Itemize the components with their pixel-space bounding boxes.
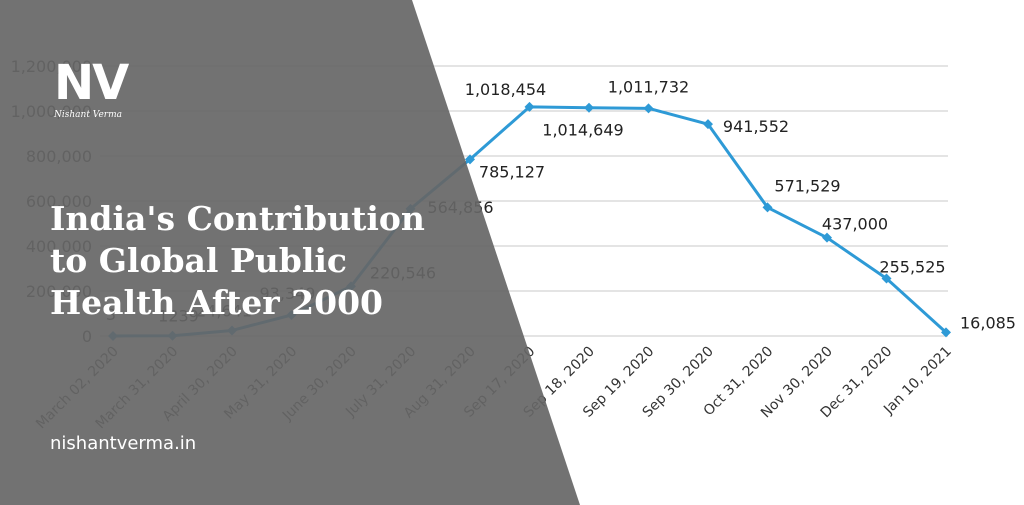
logo-mark: NV	[54, 55, 129, 111]
title-line-2: to Global Public	[50, 241, 347, 280]
title-line-3: Health After 2000	[50, 283, 383, 322]
logo-name: Nishant Verma	[54, 110, 123, 120]
data-point	[762, 202, 773, 213]
data-label: 1,014,649	[542, 121, 623, 140]
data-label: 941,552	[723, 117, 789, 136]
data-label: 437,000	[822, 215, 888, 234]
page-title: India's Contribution to Global Public He…	[50, 198, 470, 324]
data-label: 571,529	[774, 176, 840, 195]
data-label: 1,011,732	[608, 77, 689, 96]
website-link[interactable]: nishantverma.in	[50, 433, 197, 454]
title-line-1: India's Contribution	[50, 199, 425, 238]
data-point	[524, 101, 535, 112]
data-label: 255,525	[879, 258, 945, 277]
data-point	[941, 327, 951, 338]
data-point	[822, 232, 832, 243]
data-label: 785,127	[479, 162, 545, 181]
data-point	[703, 119, 713, 130]
data-point	[584, 102, 594, 113]
brand-logo: NV Nishant Verma	[54, 55, 129, 120]
data-point	[881, 273, 892, 284]
dark-overlay-panel	[0, 0, 580, 505]
data-label: 1,018,454	[465, 80, 546, 99]
data-point	[465, 154, 475, 165]
data-point	[643, 103, 654, 114]
data-label: 16,085	[960, 313, 1016, 332]
